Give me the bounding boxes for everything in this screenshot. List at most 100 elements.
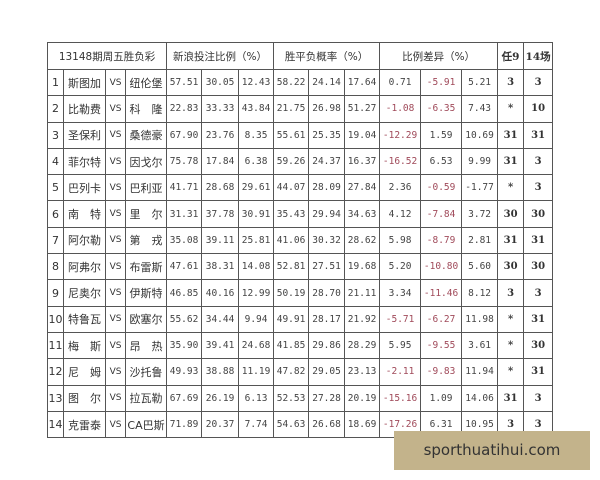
difference-cell: 9.99 [461, 147, 499, 176]
match-number: 12 [47, 358, 64, 386]
sina-ratio-header: 新浪投注比例（%） [166, 42, 275, 70]
probability-cell: 49.91 [273, 305, 310, 333]
home-team: 特鲁瓦 [63, 305, 106, 333]
table-row: 3 圣保利 VS 桑德豪 67.90 23.76 8.35 55.61 25.35 19.04 -1… [47, 121, 554, 149]
sina-ratio-cell: 11.19 [238, 358, 275, 386]
sina-ratio-cell: 17.84 [201, 147, 240, 176]
ren9-pick: 31 [497, 121, 525, 149]
probability-cell: 51.27 [344, 95, 381, 123]
away-team: 拉瓦勒 [124, 384, 168, 412]
match-number: 3 [47, 121, 64, 149]
probability-cell: 19.68 [344, 253, 381, 281]
ren9-pick: * [497, 358, 525, 386]
sina-ratio-cell: 57.51 [166, 68, 203, 97]
match-number: 5 [47, 174, 64, 202]
difference-cell: -6.27 [420, 305, 463, 333]
probability-cell: 27.51 [308, 253, 346, 281]
away-team: CA巴斯 [124, 410, 168, 439]
sina-ratio-cell: 37.78 [201, 200, 240, 228]
probability-header: 胜平负概率（%） [273, 42, 381, 70]
difference-cell: -7.84 [420, 200, 463, 228]
probability-cell: 35.43 [273, 200, 310, 228]
probability-cell: 19.04 [344, 121, 381, 149]
sina-ratio-cell: 35.90 [166, 331, 203, 360]
away-team: 欧塞尔 [124, 305, 168, 333]
ren9-pick: 31 [497, 226, 525, 255]
sina-ratio-cell: 38.31 [201, 253, 240, 281]
sina-ratio-cell: 43.84 [238, 95, 275, 123]
probability-cell: 28.09 [308, 174, 346, 202]
sina-ratio-cell: 30.91 [238, 200, 275, 228]
sina-ratio-cell: 20.37 [201, 410, 240, 439]
table-row: 13 图 尔 VS 拉瓦勒 67.69 26.19 6.13 52.53 27.28 20.19-… [47, 384, 554, 412]
vs-label: VS [105, 358, 126, 386]
difference-cell: 3.72 [461, 200, 499, 228]
ren9-pick: * [497, 95, 525, 123]
sina-ratio-cell: 22.83 [166, 95, 203, 123]
home-team: 尼 姆 [63, 358, 106, 386]
difference-cell: -6.35 [420, 95, 463, 123]
match-number: 14 [47, 410, 64, 439]
away-team: 纽伦堡 [124, 68, 168, 97]
ren9-pick: 30 [497, 253, 525, 281]
home-team: 比勒费 [63, 95, 106, 123]
probability-cell: 29.86 [308, 331, 346, 360]
probability-cell: 55.61 [273, 121, 310, 149]
table-row: 9 尼奥尔 VS 伊斯特 46.85 40.16 12.99 50.19 28.70 21.11 3… [47, 279, 554, 307]
header-row: 13148期周五胜负彩 新浪投注比例（%） 胜平负概率（%） 比例差异（%） 任… [46, 42, 554, 70]
sina-ratio-cell: 35.08 [166, 226, 203, 255]
vs-label: VS [105, 226, 126, 255]
probability-cell: 27.28 [308, 384, 346, 412]
difference-cell: -0.59 [420, 174, 463, 202]
probability-cell: 18.69 [344, 410, 381, 439]
difference-cell: 6.53 [420, 147, 463, 176]
table-row: 2 比勒费 VS 科 隆 22.83 33.33 43.84 21.75 26.98 51.27-… [47, 95, 554, 123]
difference-cell: 1.59 [420, 121, 463, 149]
sina-ratio-cell: 14.08 [238, 253, 275, 281]
sina-ratio-cell: 47.61 [166, 253, 203, 281]
probability-cell: 29.94 [308, 200, 346, 228]
home-team: 图 尔 [63, 384, 106, 412]
ren9-pick: 30 [497, 200, 525, 228]
match-number: 7 [47, 226, 64, 255]
probability-cell: 41.06 [273, 226, 310, 255]
sina-ratio-cell: 7.74 [238, 410, 275, 439]
difference-cell: 0.71 [379, 68, 422, 97]
sina-ratio-cell: 29.61 [238, 174, 275, 202]
chang14-pick: 30 [523, 331, 554, 360]
away-team: 布雷斯 [124, 253, 168, 281]
difference-cell: -12.29 [379, 121, 422, 149]
difference-cell: 2.36 [379, 174, 422, 202]
probability-cell: 23.13 [344, 358, 381, 386]
difference-cell: -8.79 [420, 226, 463, 255]
home-team: 巴列卡 [63, 174, 106, 202]
match-number: 9 [47, 279, 64, 307]
sina-ratio-cell: 31.31 [166, 200, 203, 228]
probability-cell: 29.05 [308, 358, 346, 386]
sina-ratio-cell: 46.85 [166, 279, 203, 307]
sina-ratio-cell: 25.81 [238, 226, 275, 255]
table-row: 12 尼 姆 VS 沙托鲁 49.93 38.88 11.19 47.82 29.05 23.13… [47, 358, 554, 386]
home-team: 梅 斯 [63, 331, 106, 360]
probability-cell: 52.53 [273, 384, 310, 412]
match-number: 13 [47, 384, 64, 412]
probability-cell: 21.92 [344, 305, 381, 333]
table-row: 11 梅 斯 VS 昂 热 35.90 39.41 24.68 41.85 29.86 28.29… [47, 331, 554, 360]
probability-cell: 28.62 [344, 226, 381, 255]
sina-ratio-cell: 71.89 [166, 410, 203, 439]
probability-cell: 30.32 [308, 226, 346, 255]
vs-label: VS [105, 410, 126, 439]
probability-cell: 24.14 [308, 68, 346, 97]
difference-cell: 3.34 [379, 279, 422, 307]
difference-cell: 5.60 [461, 253, 499, 281]
table-row: 5 巴列卡 VS 巴利亚 41.71 28.68 29.61 44.07 28.09 27.84 2… [47, 174, 554, 202]
sina-ratio-cell: 28.68 [201, 174, 240, 202]
away-team: 昂 热 [124, 331, 168, 360]
difference-cell: 10.69 [461, 121, 499, 149]
chang14-pick: 31 [523, 226, 554, 255]
probability-cell: 17.64 [344, 68, 381, 97]
sina-ratio-cell: 33.33 [201, 95, 240, 123]
probability-cell: 52.81 [273, 253, 310, 281]
table-row: 8 阿弗尔 VS 布雷斯 47.61 38.31 14.08 52.81 27.51 19.68 5… [47, 253, 554, 281]
sina-ratio-cell: 40.16 [201, 279, 240, 307]
